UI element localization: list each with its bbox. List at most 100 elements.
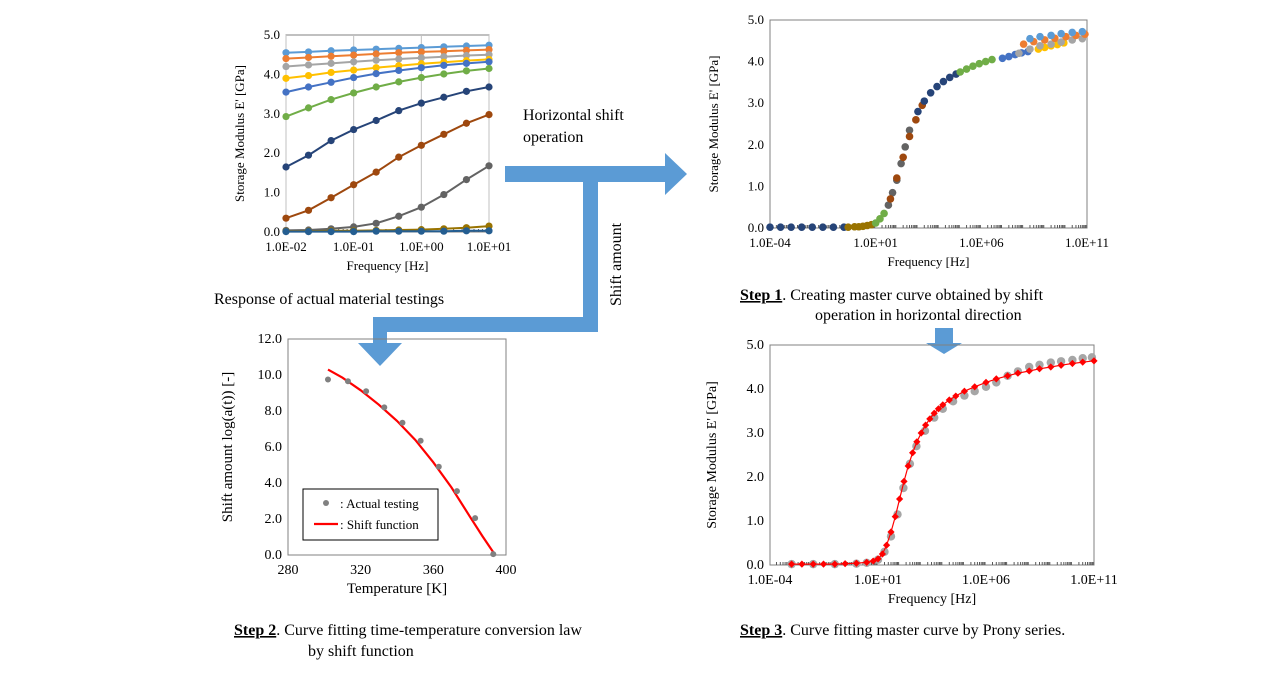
x-tick-label: 1.0E-02 — [265, 239, 307, 254]
response-chart: 0.0 1.0 2.0 3.0 4.0 5.0 1.0E-02 1.0E-01 1.0E+00 1… — [232, 27, 511, 273]
fit-marker — [788, 560, 796, 568]
x-tick-label: 1.0E+01 — [853, 235, 898, 250]
data-point — [1019, 40, 1028, 48]
data-point — [327, 59, 335, 67]
data-point — [440, 130, 448, 138]
data-point — [1056, 357, 1066, 366]
data-point — [912, 116, 920, 124]
data-point — [462, 46, 471, 54]
data-point — [880, 209, 888, 218]
x-tick-label: 1.0E+00 — [399, 239, 444, 254]
data-point — [905, 132, 914, 141]
fit-marker — [952, 392, 960, 400]
data-point — [350, 89, 358, 97]
series-10 — [282, 227, 493, 236]
step1-text: . Creating master curve obtained by shif… — [782, 287, 1043, 304]
y-tick-label: 2.0 — [264, 145, 280, 160]
fit-marker — [1014, 369, 1022, 377]
step2-caption-line1: Step 2. Curve fitting time-temperature c… — [234, 622, 582, 639]
data-point — [350, 125, 358, 134]
data-point — [440, 190, 448, 199]
data-point — [282, 74, 290, 82]
data-point — [282, 49, 290, 57]
data-point — [1035, 360, 1044, 369]
fit-marker — [809, 560, 817, 568]
step2-caption-line2: by shift function — [308, 643, 414, 660]
data-point — [876, 215, 884, 223]
fit-marker — [887, 528, 895, 536]
x-tick-label: 1.0E+01 — [467, 239, 512, 254]
data-point — [453, 488, 460, 495]
series-4 — [282, 58, 493, 96]
data-point — [372, 227, 380, 235]
data-point — [395, 49, 403, 57]
series-8 — [282, 162, 493, 235]
series-line — [285, 164, 490, 232]
y-tick-label: 3.0 — [748, 95, 764, 110]
master-curve-chart: 0.0 1.0 2.0 3.0 4.0 5.0 1.0E-04 1.0E+01 1.0E+06 1… — [706, 12, 1109, 269]
data-point — [327, 194, 335, 202]
data-point — [462, 119, 471, 127]
data-point — [926, 89, 935, 97]
data-point — [808, 223, 817, 231]
prony-fit-line — [791, 360, 1095, 565]
fit-marker — [900, 477, 908, 485]
data-point — [417, 54, 425, 62]
data-point — [1026, 34, 1034, 43]
data-point — [304, 228, 313, 236]
data-point — [435, 463, 442, 470]
data-point — [372, 50, 380, 58]
fit-marker — [882, 541, 891, 549]
fit-marker — [819, 560, 828, 568]
fit-marker — [904, 462, 912, 470]
data-point — [485, 110, 493, 119]
x-tick-label: 1.0E+06 — [959, 235, 1004, 250]
data-point — [395, 227, 403, 235]
data-point — [462, 87, 471, 95]
data-point — [914, 107, 922, 116]
legend-point-marker — [323, 500, 329, 506]
data-point — [1047, 31, 1055, 40]
y-axis-label: Shift amount log(a(t)) [-] — [220, 372, 236, 522]
data-point — [417, 64, 425, 72]
x-tick-label: 1.0E+01 — [854, 573, 902, 588]
data-point — [395, 153, 403, 161]
data-point — [776, 223, 785, 231]
shifted-series-6 — [956, 55, 996, 76]
data-point — [440, 227, 448, 235]
data-point — [395, 55, 403, 63]
data-point — [1078, 27, 1087, 36]
shifted-series-11 — [1026, 27, 1087, 43]
fit-marker — [798, 560, 806, 568]
y-axis-label: Storage Modulus E' [GPa] — [706, 55, 721, 192]
data-point — [327, 52, 335, 60]
fit-marker — [863, 558, 871, 566]
data-point — [485, 227, 493, 235]
x-tick-label: 320 — [350, 563, 371, 578]
data-point — [956, 68, 964, 76]
step2-text: . Curve fitting time-temperature convers… — [276, 622, 582, 639]
y-tick-label: 2.0 — [265, 512, 283, 527]
data-point — [417, 203, 425, 211]
data-point — [440, 70, 448, 78]
data-point — [969, 62, 977, 70]
y-axis-label: Storage Modulus E' [GPa] — [232, 65, 247, 202]
data-point — [417, 48, 425, 56]
fit-marker — [917, 429, 925, 437]
data-point — [462, 175, 471, 184]
data-point — [350, 228, 358, 236]
y-tick-label: 5.0 — [264, 27, 280, 42]
data-point — [462, 227, 471, 235]
prony-fit-chart: 0.0 1.0 2.0 3.0 4.0 5.0 1.0E-04 1.0E+01 1.0E+06 1… — [705, 338, 1118, 607]
data-point — [372, 64, 380, 72]
data-point — [1005, 52, 1013, 61]
data-point — [1025, 362, 1034, 372]
x-tick-label: 1.0E-01 — [333, 239, 375, 254]
series-line — [285, 67, 490, 118]
x-tick-label: 400 — [496, 563, 517, 578]
y-tick-label: 2.0 — [747, 470, 765, 485]
data-point — [1015, 49, 1023, 58]
series-line — [285, 86, 490, 168]
series-line — [285, 53, 490, 68]
prony-fit-series — [788, 357, 1098, 568]
